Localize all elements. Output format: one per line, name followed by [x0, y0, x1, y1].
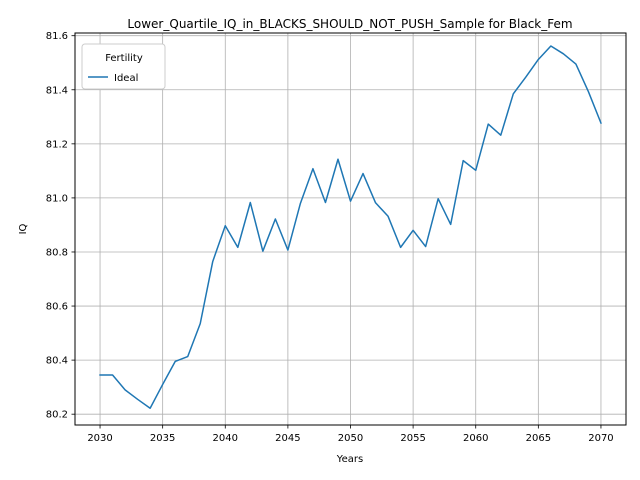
y-tick-label: 81.6 — [46, 31, 68, 42]
y-tick-label: 81.0 — [46, 193, 68, 204]
legend-title: Fertility — [105, 53, 143, 64]
x-axis-label: Years — [336, 454, 363, 465]
x-tick-label: 2040 — [213, 433, 238, 444]
x-tick-label: 2035 — [150, 433, 175, 444]
x-tick-label: 2050 — [338, 433, 363, 444]
legend: Fertility Ideal — [82, 44, 165, 89]
y-tick-label: 80.2 — [46, 410, 68, 421]
x-tick-label: 2045 — [275, 433, 300, 444]
y-axis-label: IQ — [18, 223, 29, 234]
legend-label-ideal: Ideal — [114, 73, 138, 84]
y-tick-label: 81.4 — [46, 85, 68, 96]
x-tick-label: 2070 — [588, 433, 613, 444]
x-tick-label: 2030 — [87, 433, 112, 444]
x-tick-label: 2060 — [463, 433, 488, 444]
x-tick-label: 2065 — [526, 433, 551, 444]
y-tick-label: 80.4 — [46, 356, 68, 367]
y-tick-label: 81.2 — [46, 139, 68, 150]
y-tick-label: 80.6 — [46, 302, 68, 313]
y-tick-label: 80.8 — [46, 247, 68, 258]
x-tick-label: 2055 — [400, 433, 425, 444]
chart-title: Lower_Quartile_IQ_in_BLACKS_SHOULD_NOT_P… — [127, 17, 572, 31]
